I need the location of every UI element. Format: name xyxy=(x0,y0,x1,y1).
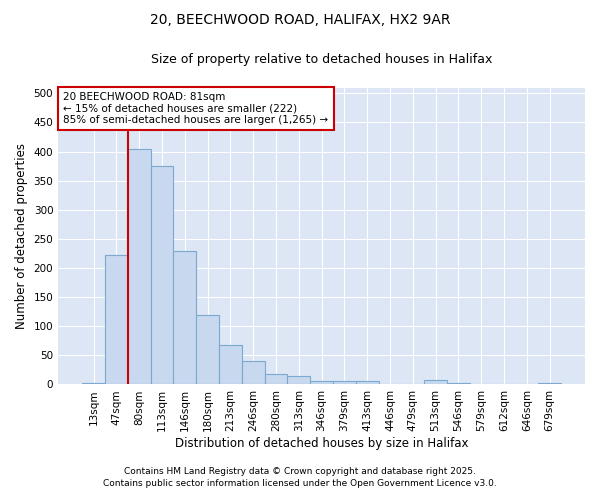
Bar xyxy=(287,376,310,384)
Bar xyxy=(424,380,447,384)
Bar xyxy=(242,361,265,384)
Bar xyxy=(151,166,173,384)
Y-axis label: Number of detached properties: Number of detached properties xyxy=(15,143,28,329)
Text: 20, BEECHWOOD ROAD, HALIFAX, HX2 9AR: 20, BEECHWOOD ROAD, HALIFAX, HX2 9AR xyxy=(150,12,450,26)
Bar xyxy=(82,382,105,384)
Bar xyxy=(105,255,128,384)
Bar xyxy=(196,314,219,384)
Text: 20 BEECHWOOD ROAD: 81sqm
← 15% of detached houses are smaller (222)
85% of semi-: 20 BEECHWOOD ROAD: 81sqm ← 15% of detach… xyxy=(64,92,329,125)
Title: Size of property relative to detached houses in Halifax: Size of property relative to detached ho… xyxy=(151,52,492,66)
Bar xyxy=(173,250,196,384)
Bar xyxy=(333,381,356,384)
Bar xyxy=(356,381,379,384)
Bar xyxy=(265,374,287,384)
Bar xyxy=(219,345,242,385)
Text: Contains HM Land Registry data © Crown copyright and database right 2025.
Contai: Contains HM Land Registry data © Crown c… xyxy=(103,466,497,487)
Bar xyxy=(538,382,561,384)
Bar xyxy=(447,382,470,384)
X-axis label: Distribution of detached houses by size in Halifax: Distribution of detached houses by size … xyxy=(175,437,469,450)
Bar xyxy=(128,148,151,384)
Bar xyxy=(310,381,333,384)
